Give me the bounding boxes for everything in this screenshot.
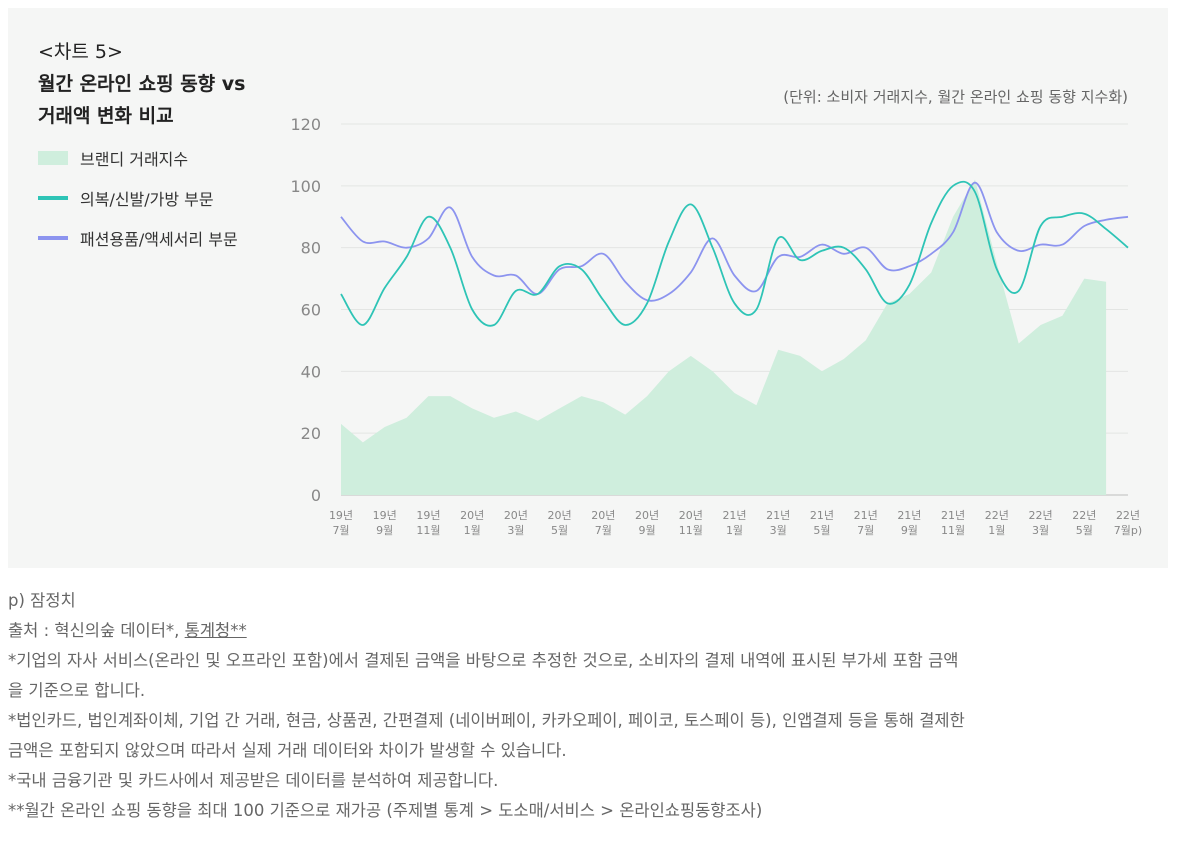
x-tick-label-year: 20년 [635,509,659,522]
y-tick-label: 60 [301,301,321,320]
legend-item-clothing: 의복/신발/가방 부문 [38,188,238,209]
x-tick-label-month: 11월 [679,524,703,537]
note-1-cont: 을 기준으로 합니다. [8,681,146,700]
x-tick-label-year: 20년 [548,509,572,522]
x-tick-label-month: 9월 [638,524,655,537]
x-tick-label-year: 21년 [810,509,834,522]
chart-panel: <차트 5> 월간 온라인 쇼핑 동향 vs 거래액 변화 비교 브랜디 거래지… [8,8,1168,568]
x-tick-label-month: 11월 [416,524,440,537]
x-tick-label-year: 21년 [941,509,965,522]
y-tick-label: 20 [301,424,321,443]
legend-item-brand: 브랜디 거래지수 [38,148,238,169]
chart-number-label: <차트 5> [38,41,123,63]
x-tick-label-month: 5월 [551,524,568,537]
source-prefix: 출처 : 혁신의숲 데이터*, [8,621,185,640]
note-1: *기업의 자사 서비스(온라인 및 오프라인 포함)에서 결제된 금액을 바탕으… [8,651,959,670]
x-tick-label-month: 7월 [332,524,349,537]
x-tick-label-year: 21년 [897,509,921,522]
x-tick-label-month: 5월 [1076,524,1093,537]
x-tick-label-month: 3월 [770,524,787,537]
x-tick-label-year: 20년 [679,509,703,522]
legend-label-brand: 브랜디 거래지수 [80,150,189,169]
note-3: *국내 금융기관 및 카드사에서 제공받은 데이터를 분석하여 제공합니다. [8,771,499,790]
x-tick-label-year: 20년 [591,509,615,522]
x-tick-label-month: 1월 [726,524,743,537]
x-tick-label-year: 21년 [854,509,878,522]
x-tick-label-month: 9월 [901,524,918,537]
note-2-cont: 금액은 포함되지 않았으며 따라서 실제 거래 데이터와 차이가 발생할 수 있… [8,741,567,760]
source-link-kostat[interactable]: 통계청** [184,621,247,640]
series-line-clothing [340,180,1129,327]
x-tick-label-year: 22년 [985,509,1009,522]
x-tick-label-year: 20년 [460,509,484,522]
x-tick-label-year: 22년 [1116,509,1140,522]
x-tick-label-year: 19년 [329,509,353,522]
legend-item-fashion: 패션용품/액세서리 부문 [38,228,238,249]
chart-plot: 0 20 40 60 80 100 120 19년 7월 19년 9월 19년 11월 20년 1월 20년 3… [290,115,1142,537]
legend-swatch-fashion [38,236,68,240]
x-tick-label-year: 22년 [1072,509,1096,522]
x-tick-label-year: 20년 [504,509,528,522]
note-source: 출처 : 혁신의숲 데이터*, 통계청** [8,616,1168,646]
note-preliminary: p) 잠정치 [8,591,76,610]
series-area-brand [341,179,1107,495]
note-4: **월간 온라인 쇼핑 동향을 최대 100 기준으로 재가공 (주제별 통계 … [8,801,763,820]
x-tick-label-year: 19년 [373,509,397,522]
legend-swatch-brand [38,151,68,165]
legend-label-clothing: 의복/신발/가방 부문 [80,190,214,209]
y-tick-label: 80 [301,239,321,258]
y-tick-label: 120 [290,115,321,134]
unit-note: (단위: 소비자 거래지수, 월간 온라인 쇼핑 동향 지수화) [783,88,1128,106]
x-tick-label-month: 11월 [941,524,965,537]
note-2: *법인카드, 법인계좌이체, 기업 간 거래, 현금, 상품권, 간편결제 (네… [8,711,965,730]
y-tick-label: 100 [290,177,321,196]
legend-swatch-clothing [38,196,68,200]
x-tick-label-month: 5월 [813,524,830,537]
series-line-fashion [340,181,1129,302]
x-tick-label-year: 19년 [416,509,440,522]
chart-title: 월간 온라인 쇼핑 동향 vs 거래액 변화 비교 [38,73,246,127]
chart-legend: 브랜디 거래지수 의복/신발/가방 부문 패션용품/액세서리 부문 [38,148,238,268]
x-tick-label-month: 1월 [988,524,1005,537]
x-tick-label-month: 9월 [376,524,393,537]
y-tick-label: 40 [301,362,321,381]
x-tick-label-month: 3월 [507,524,524,537]
legend-label-fashion: 패션용품/액세서리 부문 [80,230,238,249]
x-tick-label-month: 3월 [1032,524,1049,537]
x-tick-label-year: 22년 [1028,509,1052,522]
x-tick-label-year: 21년 [722,509,746,522]
x-tick-label-month: 7월 [857,524,874,537]
footnotes: p) 잠정치 출처 : 혁신의숲 데이터*, 통계청** *기업의 자사 서비스… [8,586,1168,826]
x-tick-label-month: 7월p) [1114,524,1142,537]
x-tick-label-month: 7월 [595,524,612,537]
y-tick-label: 0 [311,486,321,505]
x-tick-label-month: 1월 [464,524,481,537]
x-tick-label-year: 21년 [766,509,790,522]
